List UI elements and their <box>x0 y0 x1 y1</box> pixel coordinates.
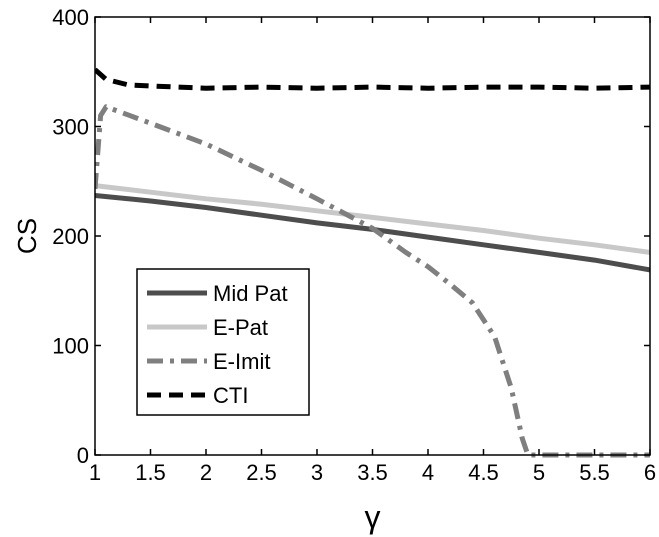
series-line-2 <box>95 183 650 255</box>
x-tick-label: 2.5 <box>246 460 277 485</box>
x-axis-label: γ <box>365 499 381 535</box>
x-tick-label: 4.5 <box>468 460 499 485</box>
x-tick-label: 6 <box>644 460 656 485</box>
x-tick-label: 1 <box>89 460 101 485</box>
y-tick-label: 0 <box>77 443 89 468</box>
plot-area <box>95 67 650 458</box>
x-tick-label: 3 <box>311 460 323 485</box>
y-tick-label: 100 <box>52 334 89 359</box>
series-line-4 <box>95 67 650 91</box>
axes: 1 1.5 2 2.5 3 3.5 4 4.5 5 5.5 6 0 100 200 300 400 <box>52 5 656 485</box>
legend-label: E-Imit <box>213 349 270 374</box>
x-tick-label: 5 <box>533 460 545 485</box>
x-tick-label: 2 <box>200 460 212 485</box>
legend-label: E-Pat <box>213 315 268 340</box>
x-tick-label: 1.5 <box>135 460 166 485</box>
legend: Mid Pat E-Pat E-Imit CTI <box>136 268 310 416</box>
x-tick-label: 4 <box>422 460 434 485</box>
y-axis-label: CS <box>12 218 42 254</box>
legend-label: Mid Pat <box>213 281 288 306</box>
legend-label: CTI <box>213 383 248 408</box>
y-tick-label: 300 <box>52 115 89 140</box>
x-tick-label: 5.5 <box>579 460 610 485</box>
x-tick-label: 3.5 <box>357 460 388 485</box>
series-line-3 <box>95 104 650 458</box>
series-line-1 <box>95 193 650 273</box>
y-tick-label: 200 <box>52 224 89 249</box>
y-tick-label: 400 <box>52 5 89 30</box>
